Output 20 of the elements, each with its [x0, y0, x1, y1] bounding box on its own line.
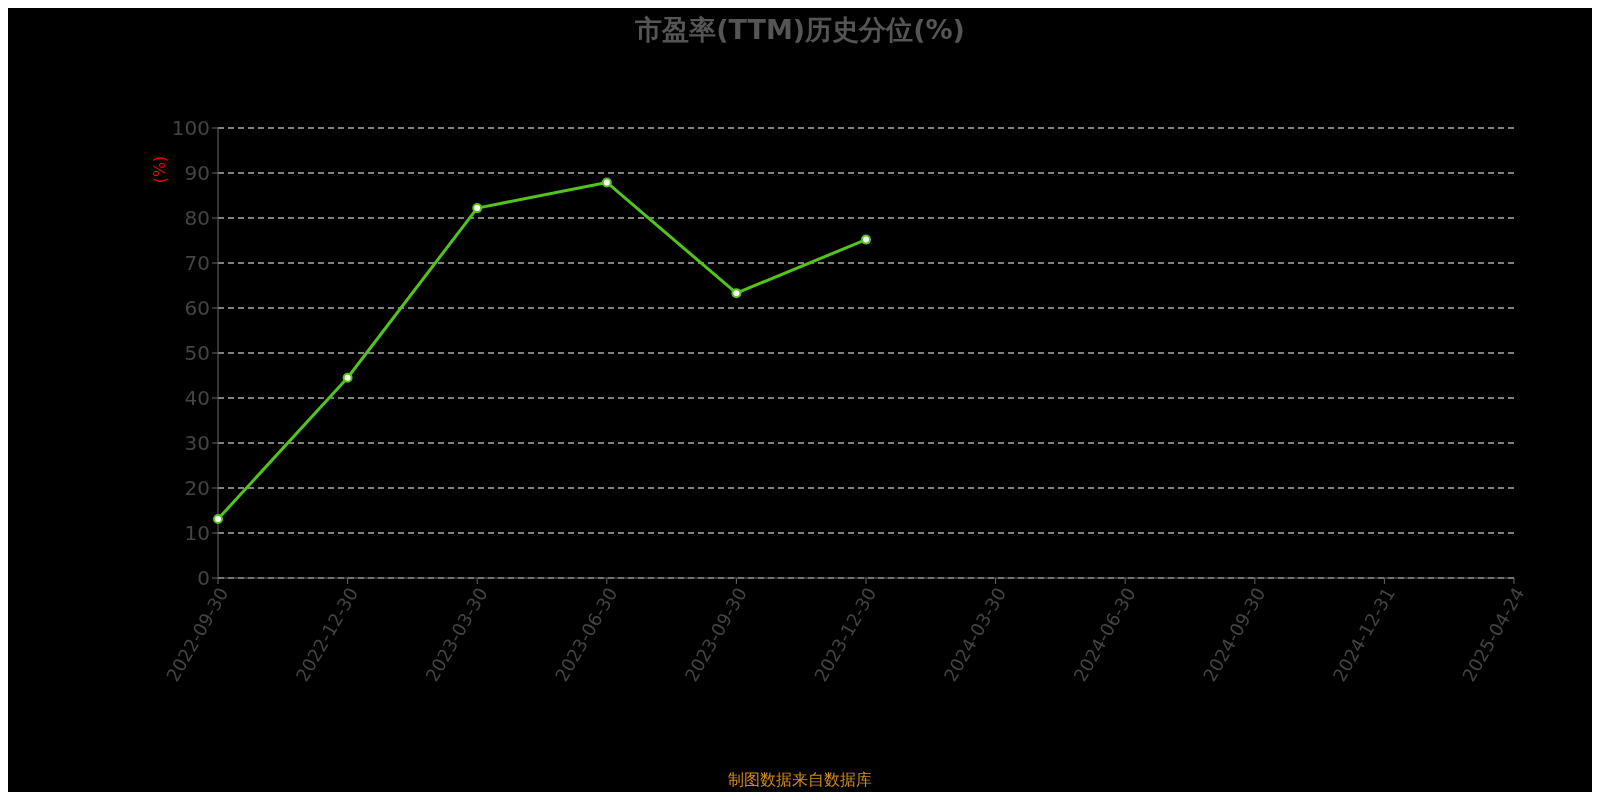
y-tick-label: 80	[184, 206, 210, 231]
point	[342, 372, 353, 383]
y-tick-label: 40	[184, 386, 210, 411]
y-tick-label: 50	[184, 341, 210, 366]
point	[213, 514, 223, 525]
point	[472, 203, 483, 214]
text: 制图数据来自数据库	[727, 770, 873, 791]
y-tick-label: 60	[184, 296, 210, 321]
y-tick-label: 30	[184, 431, 210, 456]
y-tick-label: 0	[197, 566, 210, 591]
point	[601, 177, 612, 188]
y-tick-label: 100	[171, 116, 210, 141]
point	[861, 234, 871, 245]
point	[731, 288, 742, 299]
chart-title: 市盈率(TTM)历史分位(%)	[634, 13, 966, 47]
y-tick-label: 70	[184, 251, 210, 276]
y-tick-label: 10	[184, 521, 210, 546]
y-axis-title: (%)	[150, 155, 170, 184]
y-tick-label: 90	[184, 161, 210, 186]
y-tick-label: 20	[184, 476, 210, 501]
